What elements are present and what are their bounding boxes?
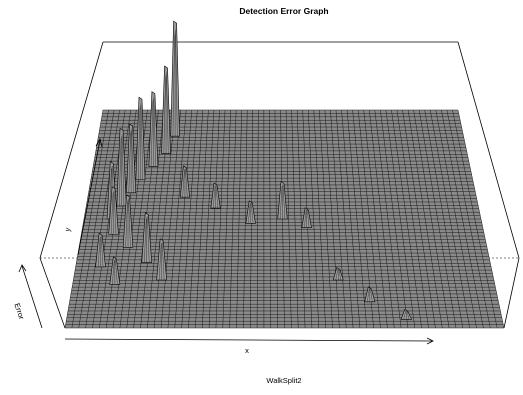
peak-ridge xyxy=(128,132,131,193)
y-axis-label: y xyxy=(63,227,73,233)
grid-line xyxy=(385,109,416,329)
peak-ridge xyxy=(304,210,307,228)
peak-ridge xyxy=(182,169,185,198)
grid-line xyxy=(374,109,402,329)
x-axis-arrow xyxy=(64,337,434,345)
grid-line xyxy=(424,109,464,329)
peak-ridge xyxy=(403,310,407,320)
peak-ridge xyxy=(150,101,154,167)
grid-line xyxy=(341,109,361,329)
grid-line xyxy=(446,109,491,329)
peak-ridge xyxy=(137,107,141,180)
peak-ridge xyxy=(248,203,251,224)
peak-ridge xyxy=(100,235,104,267)
peak-ridge xyxy=(119,138,122,206)
box-front xyxy=(39,257,520,329)
grid-line xyxy=(441,109,484,329)
grid-line xyxy=(307,109,320,329)
grid-line xyxy=(335,109,354,329)
peak-ridge xyxy=(279,186,283,220)
grid-line xyxy=(291,109,299,329)
grid-line xyxy=(330,109,347,329)
grid-line xyxy=(457,109,505,329)
peak-ridge xyxy=(109,168,112,220)
chart-title: Detection Error Graph xyxy=(239,6,328,16)
y-axis-arrow xyxy=(77,137,103,256)
grid-line xyxy=(402,109,436,329)
peak-ridge xyxy=(158,243,162,281)
grid-line xyxy=(418,109,457,329)
peak-ridge xyxy=(121,134,125,206)
grid-line xyxy=(319,109,333,329)
peak-ridge xyxy=(140,103,143,180)
peak-ridge xyxy=(163,77,166,154)
peak-ridge xyxy=(335,269,338,281)
peak-ridge xyxy=(172,35,175,137)
peak-ridge xyxy=(153,97,156,167)
grid-line xyxy=(296,109,306,329)
peak-ridge xyxy=(125,201,128,248)
chart-subtitle: WalkSplit2 xyxy=(266,376,301,385)
grid-line xyxy=(363,109,388,329)
grid-line xyxy=(380,109,409,329)
grid-line xyxy=(369,109,395,329)
peak-ridge xyxy=(147,216,150,263)
grid-line xyxy=(324,109,340,329)
x-axis-label: x xyxy=(245,346,249,355)
grid-line xyxy=(407,109,443,329)
peak-ridge xyxy=(367,288,370,302)
peak-ridge xyxy=(166,72,169,154)
peak-ridge xyxy=(113,190,117,235)
peak-ridge xyxy=(115,258,118,285)
grid-line xyxy=(391,109,422,329)
grid-line xyxy=(452,109,498,329)
surface-peaks xyxy=(95,20,413,320)
peak-ridge xyxy=(282,184,286,220)
box-frame xyxy=(39,41,520,259)
peak-ridge xyxy=(131,129,134,193)
peak-ridge xyxy=(185,168,188,198)
peak-ridge xyxy=(175,29,178,137)
peak-ridge xyxy=(406,309,410,320)
peak-ridge xyxy=(370,287,373,302)
peak-ridge xyxy=(161,241,165,281)
peak-ridge xyxy=(215,184,219,209)
peak-ridge xyxy=(128,198,131,248)
peak-ridge xyxy=(250,202,254,224)
grid-line xyxy=(430,109,470,329)
grid-line xyxy=(346,109,368,329)
z-axis-arrow xyxy=(18,264,43,329)
z-axis-label: Error xyxy=(13,302,27,321)
peak-ridge xyxy=(97,237,101,267)
peak-ridge xyxy=(144,218,147,263)
grid-line xyxy=(435,109,477,329)
peak-ridge xyxy=(110,192,114,235)
peak-ridge xyxy=(338,268,342,281)
grid-line xyxy=(413,109,450,329)
grid-line xyxy=(313,109,326,329)
grid-line xyxy=(396,109,429,329)
grid-line xyxy=(285,109,292,329)
peak-ridge xyxy=(112,260,115,285)
peak-ridge xyxy=(306,209,310,228)
peak-ridge xyxy=(212,186,216,209)
grid-line xyxy=(357,109,381,329)
